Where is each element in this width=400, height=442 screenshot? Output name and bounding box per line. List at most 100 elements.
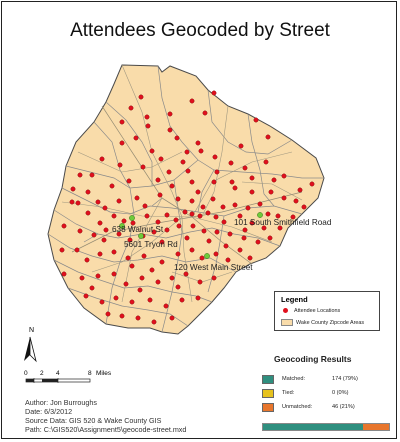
label-101-south-smithfield: 101 South Smithfield Road	[234, 218, 332, 227]
attendee-point	[159, 259, 165, 265]
attendee-point	[268, 189, 274, 195]
attendee-point	[97, 220, 103, 226]
attendee-point	[253, 117, 259, 123]
attendee-point	[119, 140, 125, 146]
attendee-point	[167, 111, 173, 117]
attendee-point	[140, 164, 146, 170]
attendee-point	[103, 227, 109, 233]
attendee-point	[149, 267, 155, 273]
attendee-point	[111, 213, 117, 219]
attendee-point	[211, 90, 217, 96]
label-5601-tryon: 5601 Tryon Rd	[124, 240, 178, 249]
meta-source: Source Data: GIS 520 & Wake County GIS	[25, 416, 162, 426]
attendee-point	[157, 192, 163, 198]
attendee-point	[185, 168, 191, 174]
attendee-point	[232, 185, 238, 191]
attendee-point	[77, 172, 83, 178]
attendee-point	[127, 237, 133, 243]
attendee-point	[213, 251, 219, 257]
attendee-point	[59, 247, 65, 253]
attendee-point	[212, 154, 218, 160]
geocoding-progress-bar	[262, 423, 390, 431]
attendee-point	[85, 189, 91, 195]
attendee-point	[135, 315, 141, 321]
attendee-point	[89, 172, 95, 178]
attendee-point	[198, 148, 204, 154]
labeled-attendee-point	[204, 253, 210, 259]
attendee-point	[290, 214, 296, 220]
attendee-point	[91, 232, 97, 238]
attendee-point	[119, 313, 125, 319]
attendee-point	[129, 263, 135, 269]
map-metadata: Author: Jon Burroughs Date: 6/3/2012 Sou…	[25, 398, 186, 434]
attendee-point	[277, 225, 283, 231]
attendee-point	[144, 114, 150, 120]
attendee-point	[134, 195, 140, 201]
attendee-point	[190, 223, 196, 229]
attendee-point	[167, 127, 173, 133]
attendee-point	[228, 160, 234, 166]
attendee-point	[169, 183, 175, 189]
attendee-point	[238, 143, 244, 149]
map-title: Attendees Geocoded by Street	[70, 20, 330, 41]
attendee-point	[249, 220, 255, 226]
attendee-point	[265, 211, 271, 217]
attendee-point	[144, 213, 150, 219]
attendee-point	[61, 271, 67, 277]
attendee-point	[179, 297, 185, 303]
attendee-point	[77, 228, 83, 234]
label-638-walnut: 638 Walnut St	[112, 225, 164, 234]
attendee-point	[95, 273, 101, 279]
attendee-point	[99, 156, 105, 162]
attendee-point	[202, 110, 208, 116]
attendee-point	[214, 229, 220, 235]
unmatched-swatch	[262, 403, 274, 412]
scale-tick-2: 2	[40, 370, 44, 377]
attendee-point	[176, 223, 182, 229]
tied-swatch	[262, 389, 274, 398]
scale-tick-8: 8	[88, 370, 92, 377]
attendee-point	[247, 255, 253, 261]
attendee-point	[74, 247, 80, 253]
bar-unmatched	[362, 424, 389, 430]
attendee-point	[297, 187, 303, 193]
attendee-point	[200, 204, 206, 210]
attendee-point	[263, 159, 269, 165]
meta-path: Path: C:\GIS520\Assignment5\geocode-stre…	[25, 425, 187, 435]
north-label: N	[29, 327, 35, 334]
attendee-point	[255, 239, 261, 245]
attendee-point	[158, 156, 164, 162]
attendee-point	[109, 183, 115, 189]
attendee-point	[163, 303, 169, 309]
attendee-point	[175, 196, 181, 202]
attendee-point	[174, 135, 180, 141]
attendee-point	[241, 235, 247, 241]
attendee-point	[116, 231, 122, 237]
attendee-point	[237, 247, 243, 253]
attendee-point	[99, 299, 105, 305]
attendee-point	[267, 235, 273, 241]
scale-tick-4: 4	[56, 370, 60, 377]
attendee-point	[69, 199, 75, 205]
attendee-point	[220, 204, 226, 210]
attendee-point	[206, 238, 212, 244]
attendee-point	[195, 140, 201, 146]
attendee-point	[271, 177, 277, 183]
attendee-point	[242, 165, 248, 171]
attendee-point	[126, 178, 132, 184]
attendee-point	[249, 189, 255, 195]
attendee-point	[125, 255, 131, 261]
county-outline	[47, 64, 325, 335]
attendee-point	[221, 219, 227, 225]
attendee-point	[123, 281, 129, 287]
attendee-point	[129, 299, 135, 305]
attendee-point	[189, 247, 195, 253]
attendee-point	[180, 159, 186, 165]
attendee-point	[111, 249, 117, 255]
attendee-point	[151, 229, 157, 235]
red-dot-icon	[283, 308, 288, 314]
attendee-point	[97, 251, 103, 257]
attendee-point	[199, 255, 205, 261]
attendee-point	[183, 271, 189, 277]
